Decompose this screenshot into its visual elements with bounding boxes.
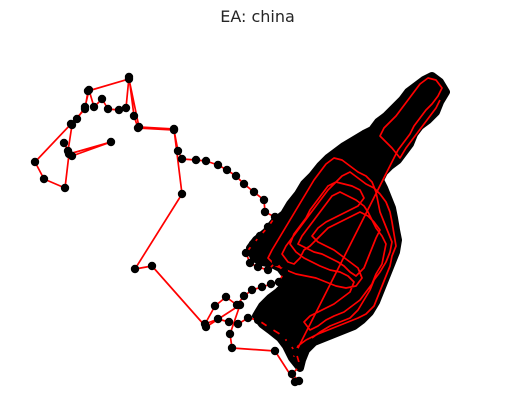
city-marker-70 [130, 264, 140, 274]
city-marker-19 [266, 279, 276, 289]
city-marker-24 [253, 262, 263, 272]
city-marker-75 [227, 343, 237, 353]
city-marker-3 [291, 347, 301, 357]
city-marker-9 [233, 319, 243, 329]
city-marker-14 [221, 292, 231, 302]
city-marker-56 [59, 138, 69, 148]
city-marker-17 [247, 285, 257, 295]
city-marker-39 [191, 155, 201, 165]
city-marker-67 [134, 122, 144, 132]
city-marker-13 [210, 301, 220, 311]
city-marker-64 [80, 104, 90, 114]
city-marker-73 [235, 300, 245, 310]
city-marker-27 [248, 239, 258, 249]
city-marker-23 [263, 265, 273, 275]
city-marker-69 [177, 189, 187, 199]
city-marker-21 [279, 267, 289, 277]
city-marker-46 [121, 103, 131, 113]
city-marker-29 [263, 222, 273, 232]
city-marker-6 [265, 323, 275, 333]
city-marker-66 [124, 74, 134, 84]
city-marker-60 [60, 183, 70, 193]
city-marker-77 [290, 377, 300, 387]
city-marker-63 [66, 119, 76, 129]
route-region-fill [246, 72, 450, 372]
city-marker-11 [213, 314, 223, 324]
city-marker-18 [257, 282, 267, 292]
city-marker-31 [260, 207, 270, 217]
city-marker-49 [97, 94, 107, 104]
city-marker-37 [213, 160, 223, 170]
city-marker-47 [114, 105, 124, 115]
city-marker-58 [106, 137, 116, 147]
city-marker-5 [278, 331, 288, 341]
city-marker-76 [270, 346, 280, 356]
city-marker-22 [271, 257, 281, 267]
city-marker-59 [64, 149, 74, 159]
city-marker-1 [287, 369, 297, 379]
city-marker-34 [239, 179, 249, 189]
city-marker-41 [173, 146, 183, 156]
city-marker-25 [245, 258, 255, 268]
city-marker-44 [129, 111, 139, 121]
dense-route-region [246, 72, 450, 372]
city-marker-65 [83, 86, 93, 96]
city-marker-62 [30, 157, 40, 167]
city-marker-26 [241, 248, 251, 258]
city-marker-16 [239, 291, 249, 301]
city-marker-layer [30, 72, 305, 387]
city-marker-74 [225, 329, 235, 339]
city-marker-28 [255, 231, 265, 241]
city-marker-4 [284, 339, 294, 349]
dense-route-layer [267, 77, 443, 357]
city-marker-36 [222, 165, 232, 175]
chart-title: EA: china [220, 7, 295, 26]
city-marker-33 [249, 187, 259, 197]
city-marker-68 [169, 124, 179, 134]
city-marker-38 [201, 156, 211, 166]
city-marker-61 [39, 174, 49, 184]
city-marker-71 [147, 261, 157, 271]
city-marker-2 [295, 361, 305, 371]
city-marker-50 [89, 102, 99, 112]
city-marker-35 [231, 171, 241, 181]
city-marker-30 [270, 212, 280, 222]
city-marker-53 [72, 114, 82, 124]
city-marker-72 [201, 322, 211, 332]
city-marker-8 [243, 313, 253, 323]
city-marker-40 [177, 154, 187, 164]
city-marker-10 [224, 317, 234, 327]
city-marker-7 [253, 315, 263, 325]
dense-route-path [267, 77, 443, 357]
city-marker-48 [103, 104, 113, 114]
city-marker-32 [259, 195, 269, 205]
city-marker-20 [274, 277, 284, 287]
